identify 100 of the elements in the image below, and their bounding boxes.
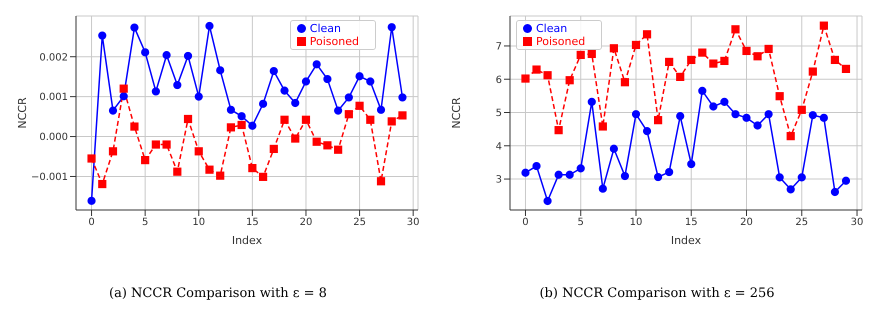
point bbox=[830, 188, 840, 196]
point bbox=[130, 23, 139, 32]
x-tick-label: 10 bbox=[192, 217, 206, 228]
point bbox=[248, 164, 256, 172]
x-axis-title: Index bbox=[232, 234, 263, 247]
point bbox=[820, 22, 828, 30]
point bbox=[376, 177, 386, 186]
point bbox=[291, 134, 300, 143]
point bbox=[270, 144, 278, 154]
point bbox=[238, 112, 246, 120]
point bbox=[742, 46, 751, 56]
point bbox=[566, 76, 574, 84]
point bbox=[141, 156, 150, 164]
point bbox=[216, 66, 224, 74]
point bbox=[709, 102, 718, 111]
legend-label: Clean bbox=[536, 22, 568, 35]
point bbox=[842, 176, 850, 185]
point bbox=[720, 98, 729, 106]
point bbox=[521, 74, 530, 83]
point bbox=[334, 106, 342, 115]
point bbox=[258, 100, 268, 108]
x-tick-label: 5 bbox=[142, 217, 148, 228]
point bbox=[776, 173, 784, 182]
x-axis-title: Index bbox=[670, 234, 702, 247]
y-axis-title: NCCR bbox=[450, 97, 463, 129]
y-axis-title: NCCR bbox=[16, 97, 29, 129]
point bbox=[87, 196, 96, 205]
point bbox=[654, 172, 662, 182]
point bbox=[366, 77, 374, 86]
point bbox=[720, 56, 729, 66]
point bbox=[388, 117, 396, 126]
point bbox=[108, 147, 118, 156]
point bbox=[87, 154, 96, 163]
y-tick-label: 7 bbox=[496, 42, 502, 52]
point bbox=[620, 172, 630, 180]
y-tick-label: 0.002 bbox=[39, 52, 68, 64]
x-tick-label: 30 bbox=[850, 217, 864, 228]
point bbox=[753, 52, 762, 60]
point bbox=[610, 44, 618, 52]
point bbox=[366, 116, 374, 124]
point bbox=[302, 77, 310, 86]
point bbox=[709, 59, 718, 68]
x-tick-label: 15 bbox=[246, 217, 259, 228]
y-tick-label: 4 bbox=[496, 141, 502, 152]
x-tick-label: 30 bbox=[406, 217, 420, 228]
point bbox=[632, 110, 640, 118]
point bbox=[344, 110, 353, 118]
point bbox=[764, 110, 773, 118]
point bbox=[620, 78, 630, 86]
point bbox=[108, 106, 118, 115]
legend-label: Poisoned bbox=[536, 35, 586, 48]
point bbox=[98, 180, 106, 188]
x-tick-label: 0 bbox=[522, 217, 529, 228]
point bbox=[554, 170, 563, 179]
point bbox=[162, 140, 171, 149]
point bbox=[184, 52, 192, 60]
point bbox=[98, 31, 106, 40]
point bbox=[532, 65, 541, 74]
text: (b) NCCR Comparison with ε = 256 bbox=[539, 286, 775, 301]
point bbox=[598, 184, 607, 193]
point bbox=[226, 123, 236, 132]
point bbox=[120, 92, 128, 100]
point bbox=[152, 87, 160, 96]
x-tick-label: 15 bbox=[684, 217, 698, 228]
point bbox=[291, 98, 300, 108]
x-tick-label: 10 bbox=[630, 217, 642, 228]
point bbox=[842, 64, 850, 74]
legend-label: Clean bbox=[310, 22, 341, 35]
point bbox=[323, 74, 332, 84]
point bbox=[687, 160, 696, 168]
point bbox=[764, 44, 773, 54]
point bbox=[654, 116, 662, 124]
point bbox=[355, 72, 364, 80]
legend-label: Poisoned bbox=[310, 35, 359, 48]
point bbox=[642, 30, 652, 38]
point bbox=[543, 71, 552, 80]
x-tick-label: 25 bbox=[795, 217, 808, 228]
point bbox=[398, 93, 407, 102]
point bbox=[323, 141, 332, 150]
point bbox=[632, 40, 640, 50]
point bbox=[312, 138, 321, 146]
point bbox=[226, 106, 236, 114]
y-tick-label: 5 bbox=[496, 108, 502, 120]
point bbox=[173, 80, 182, 90]
x-tick-label: 5 bbox=[578, 217, 584, 228]
point bbox=[543, 196, 552, 206]
point bbox=[698, 48, 706, 57]
point bbox=[205, 22, 214, 30]
point bbox=[731, 110, 740, 118]
point bbox=[665, 168, 674, 176]
point bbox=[280, 86, 289, 95]
point bbox=[388, 23, 396, 32]
point bbox=[376, 106, 386, 114]
point bbox=[302, 116, 310, 124]
point bbox=[808, 67, 817, 76]
point bbox=[194, 92, 203, 101]
y-tick-label: −0.001 bbox=[30, 172, 68, 184]
point bbox=[731, 25, 740, 34]
point bbox=[786, 185, 795, 194]
x-tick-label: 20 bbox=[740, 217, 753, 228]
